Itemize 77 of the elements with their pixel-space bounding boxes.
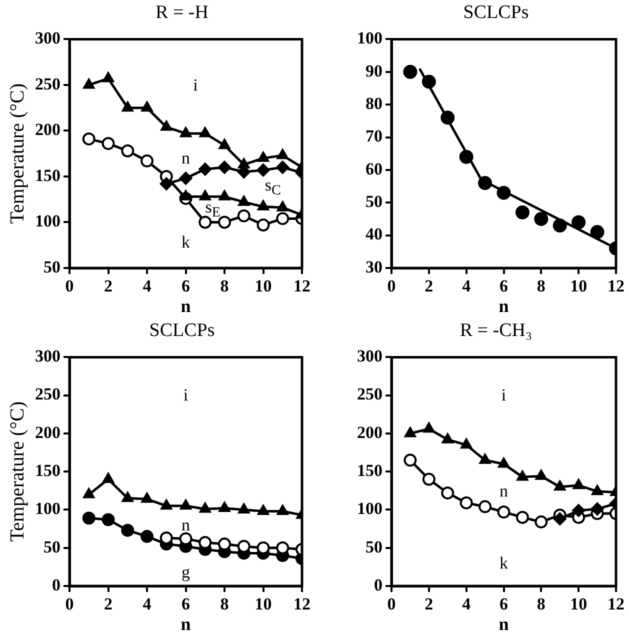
x-tick-label: 2	[424, 276, 434, 296]
y-tick-label: 50	[44, 537, 60, 556]
y-tick-label: 300	[35, 28, 60, 48]
x-tick-label: 4	[462, 276, 472, 296]
y-tick-label: 150	[35, 460, 60, 480]
y-tick-label: 90	[366, 61, 382, 80]
y-tick-label: 50	[366, 537, 382, 556]
y-tick-label: 250	[35, 384, 60, 404]
y-tick-label: 300	[35, 346, 60, 366]
chart-title: R = -H	[154, 1, 210, 25]
x-tick-label: 12	[294, 276, 310, 296]
x-tick-label: 8	[220, 276, 229, 296]
annotation: k	[500, 554, 508, 573]
chart-title: SCLCPs	[462, 1, 530, 25]
x-tick-label: 2	[104, 276, 112, 296]
y-tick-label: 150	[35, 166, 60, 185]
y-tick-label: 100	[35, 212, 60, 231]
x-tick-label: 12	[608, 594, 624, 614]
y-tick-label: 100	[357, 499, 382, 518]
x-tick-label: 6	[182, 276, 190, 296]
y-tick-label: 300	[357, 346, 382, 366]
y-tick-label: 70	[366, 126, 382, 146]
y-tick-label: 100	[35, 499, 60, 518]
annotation: n	[182, 148, 190, 168]
x-tick-label: 10	[570, 276, 588, 296]
x-tick-label: 2	[424, 594, 434, 614]
x-axis-title: n	[498, 614, 509, 634]
y-tick-label: 0	[52, 575, 60, 594]
annotation: s$_{E}$	[205, 198, 221, 222]
x-tick-label: 12	[608, 276, 624, 296]
y-tick-label: 250	[35, 74, 60, 94]
y-tick-label: 30	[366, 257, 382, 276]
x-tick-label: 6	[500, 276, 508, 296]
y-tick-label: 50	[366, 192, 382, 212]
y-axis-title: Temperature (°C)	[6, 401, 28, 542]
x-tick-label: 8	[220, 594, 229, 614]
x-axis-title: n	[498, 296, 509, 316]
x-tick-label: 12	[294, 594, 310, 614]
y-tick-label: 100	[357, 28, 382, 48]
annotation: s$_{C}$	[264, 176, 281, 200]
annotation: n	[182, 515, 190, 534]
y-tick-label: 60	[366, 159, 382, 178]
x-tick-label: 8	[536, 594, 546, 614]
chart-title: R = -CH₃	[458, 319, 534, 343]
y-tick-label: 50	[44, 257, 60, 276]
chart-title: SCLCPs	[148, 319, 216, 343]
annotation: n	[500, 481, 508, 500]
annotation: g	[182, 562, 190, 582]
annotation: k	[182, 232, 190, 252]
y-tick-label: 0	[374, 575, 382, 594]
y-axis-title: Temperature (°C)	[6, 83, 28, 224]
y-tick-label: 250	[357, 384, 382, 404]
x-tick-label: 6	[500, 594, 508, 614]
y-tick-label: 40	[366, 224, 382, 244]
annotation: i	[501, 386, 506, 405]
y-tick-label: 80	[366, 94, 382, 113]
x-tick-label: 2	[104, 594, 112, 614]
y-tick-label: 200	[35, 422, 60, 442]
x-axis-title: n	[180, 614, 191, 634]
x-tick-label: 4	[462, 594, 472, 614]
y-tick-label: 200	[35, 120, 60, 140]
x-axis-title: n	[180, 296, 191, 316]
x-tick-label: 10	[570, 594, 588, 614]
x-tick-label: 10	[254, 594, 272, 614]
y-tick-label: 150	[357, 460, 382, 480]
annotation: i	[193, 75, 198, 94]
x-tick-label: 0	[65, 276, 74, 296]
x-tick-label: 4	[142, 594, 152, 614]
x-tick-label: 4	[142, 276, 152, 296]
y-tick-label: 200	[357, 422, 382, 442]
x-tick-label: 0	[65, 594, 74, 614]
x-tick-label: 0	[387, 594, 396, 614]
x-tick-label: 10	[254, 276, 272, 296]
x-tick-label: 6	[182, 594, 190, 614]
x-tick-label: 8	[536, 276, 546, 296]
annotation: i	[183, 386, 188, 405]
x-tick-label: 0	[387, 276, 396, 296]
